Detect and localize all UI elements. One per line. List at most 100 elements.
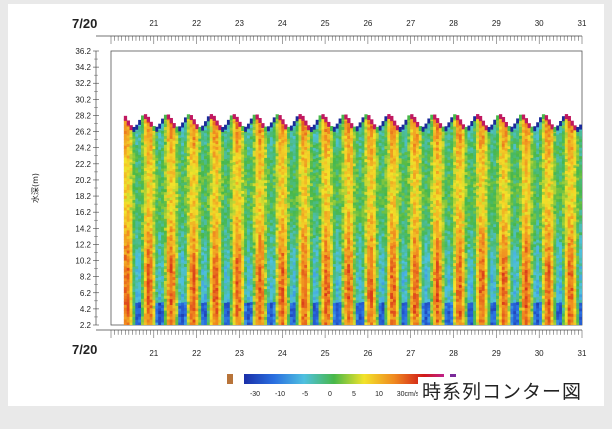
heatmap-cell	[123, 180, 128, 185]
heatmap-cell	[138, 296, 142, 300]
heatmap-cell	[295, 195, 299, 200]
heatmap-cell	[298, 259, 302, 264]
surface-band-cell	[218, 125, 222, 131]
heatmap-cell	[129, 313, 133, 317]
heatmap-cell	[158, 191, 162, 196]
heatmap-cell	[158, 203, 162, 207]
heatmap-cell	[149, 224, 153, 229]
heatmap-cell	[226, 186, 231, 190]
heatmap-cell	[152, 266, 156, 270]
heatmap-cell	[289, 322, 294, 325]
heatmap-cell	[129, 299, 133, 303]
heatmap-cell	[198, 199, 202, 203]
heatmap-cell	[209, 229, 214, 234]
heatmap-cell	[229, 319, 234, 323]
heatmap-cell	[221, 277, 225, 281]
heatmap-cell	[155, 252, 159, 256]
heatmap-cell	[312, 203, 317, 208]
heatmap-cell	[198, 272, 202, 276]
heatmap-cell	[178, 229, 182, 234]
heatmap-cell	[135, 170, 139, 174]
heatmap-cell	[229, 263, 234, 267]
heatmap-cell	[246, 239, 251, 244]
heatmap-cell	[278, 135, 282, 140]
heatmap-cell	[183, 266, 188, 270]
heatmap-cell	[129, 254, 133, 258]
heatmap-cell	[281, 206, 285, 210]
heatmap-cell	[275, 256, 279, 261]
heatmap-cell	[143, 319, 148, 323]
heatmap-cell	[201, 257, 205, 261]
heatmap-cell	[221, 297, 225, 301]
heatmap-cell	[241, 199, 245, 203]
heatmap-cell	[241, 140, 245, 144]
heatmap-cell	[212, 236, 216, 240]
heatmap-cell	[186, 277, 191, 281]
heatmap-cell	[155, 213, 159, 217]
heatmap-cell	[298, 322, 302, 325]
heatmap-cell	[244, 291, 248, 295]
heatmap-cell	[258, 132, 262, 136]
heatmap-cell	[126, 278, 130, 283]
heatmap-cell	[238, 293, 242, 297]
heatmap-cell	[155, 288, 159, 292]
heatmap-cell	[138, 137, 142, 141]
heatmap-cell	[183, 319, 188, 323]
heatmap-cell	[255, 283, 259, 287]
heatmap-cell	[141, 257, 145, 261]
heatmap-cell	[135, 299, 139, 303]
heatmap-cell	[161, 272, 165, 277]
surface-band-cell	[135, 124, 139, 130]
heatmap-cell	[304, 209, 308, 214]
heatmap-cell	[192, 319, 196, 323]
heatmap-cell	[141, 130, 145, 134]
heatmap-cell	[183, 237, 188, 241]
heatmap-cell	[161, 223, 165, 227]
heatmap-cell	[143, 149, 148, 154]
heatmap-cell	[261, 256, 265, 261]
heatmap-cell	[267, 294, 271, 298]
heatmap-cell	[272, 178, 277, 183]
heatmap-cell	[267, 257, 271, 262]
heatmap-cell	[201, 139, 205, 144]
heatmap-cell	[181, 165, 185, 169]
heatmap-cell	[186, 182, 191, 186]
heatmap-cell	[169, 205, 173, 209]
heatmap-cell	[232, 227, 236, 231]
heatmap-cell	[258, 147, 262, 151]
heatmap-cell	[312, 319, 317, 323]
heatmap-cell	[252, 274, 256, 279]
heatmap-cell	[163, 188, 168, 193]
heatmap-cell	[135, 308, 139, 312]
heatmap-cell	[269, 285, 274, 289]
heatmap-cell	[252, 227, 256, 231]
heatmap-cell	[295, 154, 299, 158]
heatmap-cell	[183, 251, 188, 256]
heatmap-cell	[229, 268, 234, 273]
heatmap-cell	[272, 251, 277, 256]
heatmap-cell	[315, 209, 319, 213]
heatmap-cell	[215, 253, 219, 257]
heatmap-cell	[221, 191, 225, 195]
heatmap-cell	[258, 228, 262, 233]
heatmap-cell	[204, 172, 208, 177]
heatmap-cell	[201, 198, 205, 202]
heatmap-cell	[261, 165, 265, 170]
heatmap-cell	[132, 171, 136, 175]
heatmap-cell	[261, 214, 265, 218]
heatmap-cell	[146, 166, 151, 171]
heatmap-cell	[278, 194, 282, 199]
heatmap-cell	[244, 308, 248, 312]
heatmap-cell	[281, 313, 285, 317]
heatmap-cell	[295, 280, 299, 285]
heatmap-cell	[298, 256, 302, 261]
heatmap-cell	[235, 225, 239, 229]
heatmap-cell	[292, 313, 297, 317]
heatmap-cell	[146, 292, 151, 297]
heatmap-cell	[126, 198, 130, 202]
heatmap-cell	[309, 241, 314, 245]
heatmap-cell	[198, 182, 202, 187]
heatmap-cell	[267, 210, 271, 214]
heatmap-cell	[215, 212, 219, 217]
heatmap-cell	[161, 301, 165, 306]
